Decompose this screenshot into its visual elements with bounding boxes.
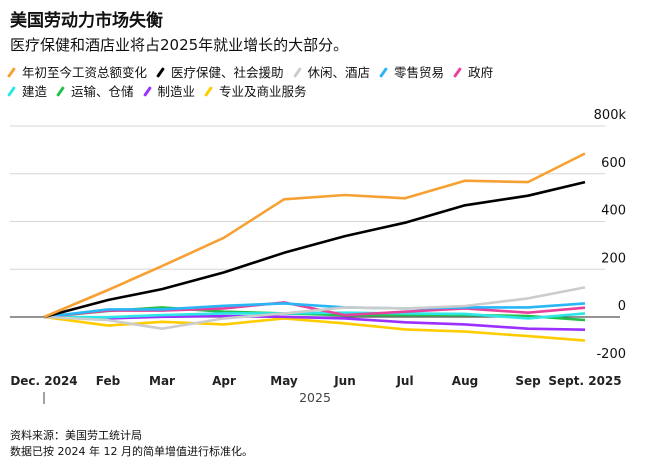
legend-item: 制造业	[142, 82, 196, 101]
series-line-3	[43, 302, 586, 319]
x-tick-label: Feb	[96, 374, 121, 388]
series-line-2	[43, 286, 586, 331]
x-tick-label: Sept. 2025	[548, 374, 621, 388]
series-line-1	[43, 180, 586, 319]
series-line-0	[43, 152, 586, 319]
chart-subtitle: 医疗保健和酒店业将占2025年就业增长的大部分。	[10, 36, 349, 54]
legend-item: 政府	[453, 63, 494, 82]
source-note: 资料来源：美国劳工统计局	[10, 429, 142, 442]
legend-label: 年初至今工资总额变化	[22, 65, 148, 80]
legend-label: 医疗保健、社会援助	[171, 65, 284, 80]
x-tick-label: Jul	[395, 374, 413, 388]
legend-item: 医疗保健、社会援助	[156, 63, 284, 82]
legend-label: 零售贸易	[394, 65, 445, 80]
legend-label: 专业及商业服务	[219, 84, 307, 99]
legend-item: 专业及商业服务	[204, 82, 307, 101]
legend-item: 运输、仓储	[56, 82, 134, 101]
y-tick-label: 0	[618, 299, 626, 314]
legend-label: 政府	[468, 65, 494, 80]
y-tick-label: 400	[601, 204, 626, 219]
normalization-note: 数据已按 2024 年 12 月的简单增值进行标准化。	[10, 445, 253, 458]
legend-label: 休闲、酒店	[307, 65, 371, 80]
legend: 年初至今工资总额变化 医疗保健、社会援助 休闲、酒店 零售贸易 政府建造 运输、仓储 制造业…	[7, 63, 640, 101]
legend-label: 制造业	[157, 84, 196, 99]
y-tick-label: 200	[601, 251, 626, 266]
y-tick-label: -200	[596, 347, 626, 362]
x-tick-label: Dec. 2024	[10, 374, 77, 388]
x-tick-label: Mar	[149, 374, 175, 388]
legend-item: 零售贸易	[379, 63, 445, 82]
legend-item: 年初至今工资总额变化	[7, 63, 148, 82]
legend-label: 建造	[22, 84, 48, 99]
y-tick-label: 800k	[594, 108, 627, 123]
chart-title: 美国劳动力市场失衡	[10, 11, 163, 31]
legend-item: 休闲、酒店	[292, 63, 371, 82]
series-line-8	[43, 315, 586, 342]
legend-item: 建造	[7, 82, 48, 101]
series-line-5	[43, 311, 586, 320]
legend-label: 运输、仓储	[71, 84, 134, 99]
x-tick-label: Aug	[452, 374, 478, 388]
x-tick-label: May	[270, 374, 298, 388]
x-tick-label: Jun	[333, 374, 356, 388]
x-tick-label: Sep	[515, 374, 541, 388]
y-tick-label: 600	[601, 156, 626, 171]
x-year-label: 2025	[299, 390, 331, 405]
x-tick-label: Apr	[212, 374, 236, 388]
series-line-7	[43, 314, 586, 331]
